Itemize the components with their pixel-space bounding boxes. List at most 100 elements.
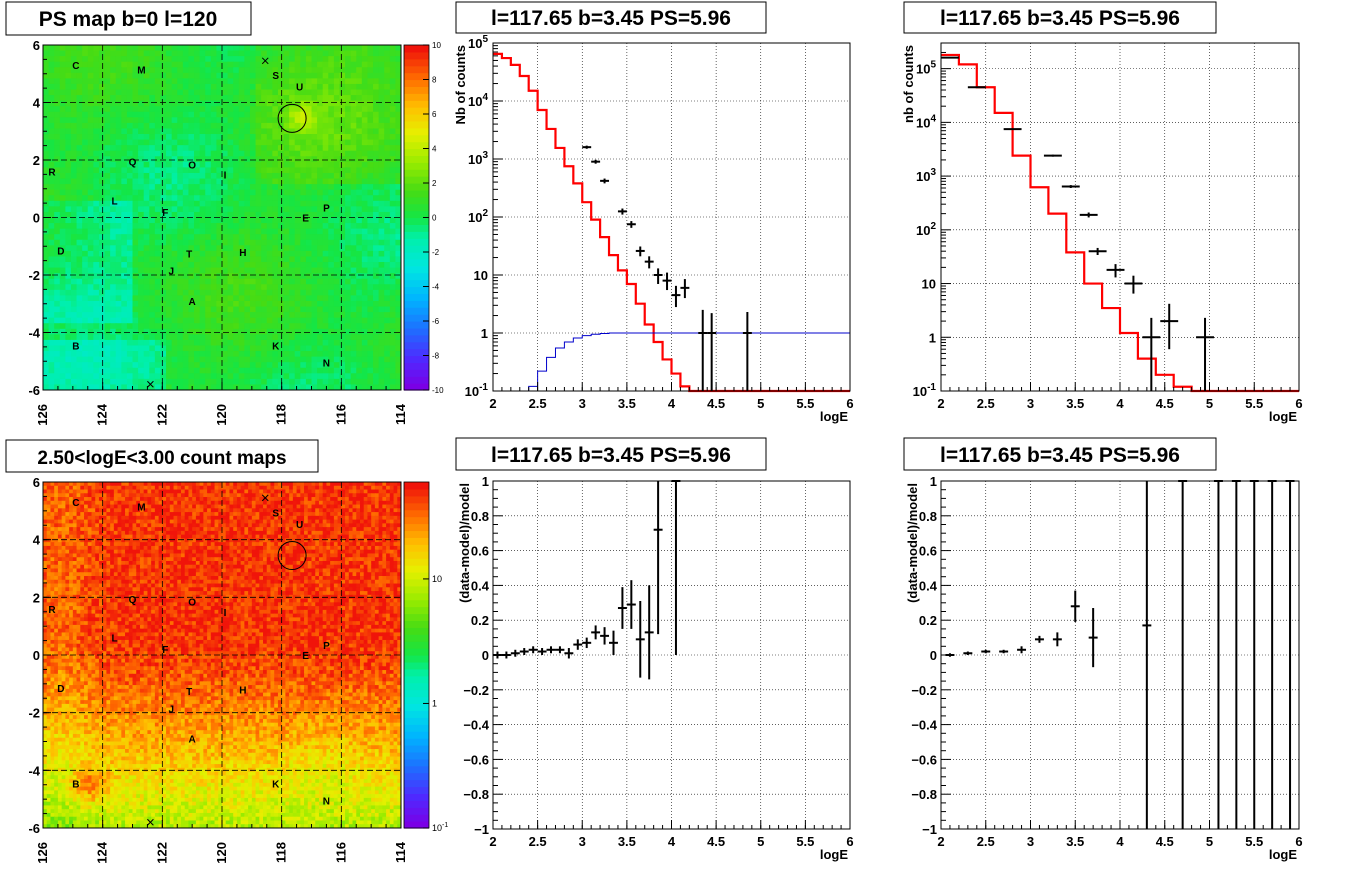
map-cell <box>339 139 346 146</box>
map-cell <box>255 482 260 487</box>
map-cell <box>277 117 285 124</box>
map-cell <box>339 122 346 130</box>
map-cell <box>65 211 72 219</box>
map-cell <box>82 284 89 291</box>
map-cell <box>222 345 229 352</box>
map-cell <box>339 200 346 207</box>
map-cell <box>48 323 55 330</box>
map-cell <box>322 178 329 185</box>
map-cell <box>143 489 149 494</box>
map-cell <box>160 273 167 280</box>
map-cell <box>350 384 357 390</box>
map-cell <box>289 378 296 386</box>
map-cell <box>126 211 134 219</box>
map-cell <box>395 351 401 358</box>
map-cell <box>98 228 106 235</box>
map-cell <box>177 262 184 269</box>
map-cell <box>54 200 61 207</box>
map-cell <box>307 497 313 502</box>
map-cell <box>277 83 285 91</box>
map-cell <box>300 362 307 369</box>
map-cell <box>384 106 391 113</box>
map-cell <box>339 195 346 202</box>
map-cell <box>121 267 128 274</box>
map-cell <box>121 134 128 141</box>
map-cell <box>110 156 117 163</box>
map-cell <box>283 67 290 74</box>
map-cell <box>216 134 223 141</box>
colorbar-cell <box>404 155 429 163</box>
map-cell <box>384 184 391 191</box>
title-box-residual-2: l=117.65 b=3.45 PS=5.96 <box>903 437 1217 471</box>
map-cell <box>277 317 285 324</box>
map-cell <box>121 378 128 386</box>
map-cell <box>143 384 150 390</box>
map-cell <box>199 300 206 308</box>
map-cell <box>115 161 122 169</box>
map-cell <box>173 482 178 487</box>
map-cell <box>87 128 94 135</box>
map-cell <box>205 323 212 330</box>
map-cell <box>255 78 262 85</box>
map-cell <box>300 161 307 169</box>
map-cell <box>59 45 66 52</box>
map-cell <box>238 128 245 135</box>
map-cell <box>98 128 106 135</box>
map-cell <box>154 339 162 347</box>
map-cell <box>317 167 324 174</box>
map-cell <box>154 497 160 502</box>
map-cell <box>395 345 401 352</box>
map-cell <box>395 195 401 202</box>
map-cell <box>333 362 341 369</box>
map-cell <box>70 362 78 369</box>
map-cell <box>110 139 117 146</box>
map-cell <box>289 284 296 291</box>
map-cell <box>87 217 94 224</box>
map-cell <box>87 106 94 113</box>
map-cell <box>149 317 156 324</box>
map-cell <box>199 289 206 296</box>
map-cell <box>110 184 117 191</box>
map-cell <box>154 228 162 235</box>
map-cell <box>339 306 346 313</box>
map-cell <box>289 312 296 319</box>
map-cell <box>373 106 380 113</box>
map-cell <box>184 485 190 491</box>
map-cell <box>143 482 149 487</box>
map-cell <box>277 306 285 313</box>
map-cell <box>177 239 184 246</box>
map-cell <box>227 211 234 219</box>
map-cell <box>389 50 396 57</box>
map-cell <box>203 493 208 498</box>
map-cell <box>317 228 324 235</box>
map-cell <box>136 489 141 494</box>
map-cell <box>389 161 396 169</box>
map-cell <box>356 150 363 157</box>
map-cell <box>384 284 391 291</box>
map-cell <box>48 328 55 335</box>
map-cell <box>210 67 217 74</box>
map-cell <box>266 167 273 174</box>
map-cell <box>305 273 313 280</box>
map-cell <box>46 497 52 502</box>
map-cell <box>70 67 78 74</box>
map-cell <box>233 200 240 207</box>
map-cell <box>317 200 324 207</box>
map-cell <box>333 122 341 130</box>
map-cell <box>345 306 352 313</box>
map-cell <box>110 83 117 91</box>
map-cell <box>184 497 190 502</box>
map-cell <box>126 384 134 390</box>
map-cell <box>194 211 201 219</box>
map-cell <box>255 72 262 79</box>
map-cell <box>93 239 100 246</box>
map-cell <box>266 95 273 102</box>
map-cell <box>126 256 134 263</box>
map-cell <box>184 482 190 487</box>
ps-grid <box>43 45 401 390</box>
map-cell <box>272 89 279 96</box>
map-cell <box>182 262 190 269</box>
map-cell <box>194 367 201 374</box>
map-cell <box>132 56 139 63</box>
map-cell <box>138 317 145 324</box>
